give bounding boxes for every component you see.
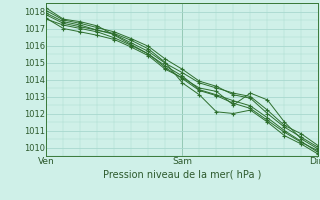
X-axis label: Pression niveau de la mer( hPa ): Pression niveau de la mer( hPa ) bbox=[103, 169, 261, 179]
